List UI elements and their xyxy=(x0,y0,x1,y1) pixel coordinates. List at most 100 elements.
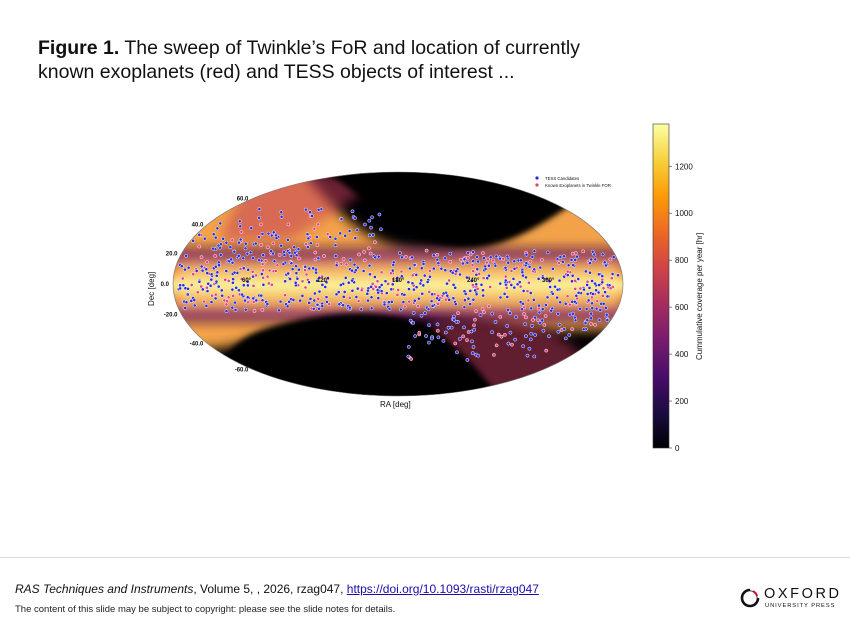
tess-candidate-point xyxy=(532,267,537,272)
ra-tick-labels: 60° 120° 180° 240° 300° xyxy=(242,278,555,284)
dec-tick-label: -40.0 xyxy=(190,341,204,347)
known-exoplanet-point xyxy=(608,286,613,291)
tess-candidate-point xyxy=(544,303,548,307)
tess-candidate-point xyxy=(230,260,235,265)
tess-candidate-point xyxy=(506,308,510,312)
tess-candidate-point xyxy=(473,288,477,293)
dec-tick-label: 40.0 xyxy=(192,223,204,229)
tess-candidate-point xyxy=(587,286,592,290)
tess-candidate-point xyxy=(478,313,483,317)
tess-candidate-point xyxy=(573,318,578,323)
publisher-subtitle: UNIVERSITY PRESS xyxy=(765,603,836,609)
known-exoplanet-point xyxy=(399,269,404,274)
tess-candidate-point xyxy=(178,286,182,291)
tess-candidate-point xyxy=(518,258,523,263)
tess-candidate-point xyxy=(503,278,508,283)
tess-candidate-point xyxy=(224,269,229,273)
y-axis-label: Dec [deg] xyxy=(147,272,156,306)
tess-candidate-point xyxy=(282,250,286,255)
tess-candidate-point xyxy=(395,276,400,280)
tess-candidate-point xyxy=(191,238,195,243)
known-exoplanet-point xyxy=(470,263,475,267)
tess-candidate-point xyxy=(419,313,424,318)
tess-candidate-point xyxy=(446,325,451,330)
known-exoplanet-point xyxy=(600,294,605,298)
tess-candidate-point xyxy=(269,233,274,238)
known-exoplanet-point xyxy=(283,293,287,298)
tess-candidate-point xyxy=(570,279,574,284)
tess-candidate-point xyxy=(245,295,250,300)
tess-candidate-point xyxy=(224,309,229,314)
tess-candidate-point xyxy=(390,282,395,287)
tess-candidate-point xyxy=(254,298,259,303)
tess-candidate-point xyxy=(204,304,209,308)
known-exoplanet-point xyxy=(524,315,528,320)
tess-candidate-point xyxy=(324,295,329,299)
tess-candidate-point xyxy=(278,299,283,304)
tess-candidate-point xyxy=(538,320,542,325)
tess-candidate-point xyxy=(430,304,435,308)
known-exoplanet-point xyxy=(270,282,274,287)
tess-candidate-point xyxy=(359,307,364,312)
known-exoplanet-point xyxy=(386,282,390,286)
legend-label-tess: TESS Candidates xyxy=(545,176,579,181)
tess-candidate-point xyxy=(186,265,191,270)
tess-candidate-point xyxy=(498,256,502,261)
dec-tick-labels: 60.0 40.0 20.0 0.0 -20.0 -40.0 -60.0 xyxy=(161,197,249,374)
tess-candidate-point xyxy=(293,280,298,285)
dec-tick-label: 0.0 xyxy=(161,282,170,288)
tess-candidate-point xyxy=(604,306,608,310)
known-exoplanet-point xyxy=(522,312,526,316)
tess-candidate-point xyxy=(490,330,494,335)
known-exoplanet-point xyxy=(428,269,432,273)
ra-tick-label: 120° xyxy=(317,278,330,284)
tess-candidate-point xyxy=(558,255,563,259)
tess-candidate-point xyxy=(594,288,598,293)
tess-candidate-point xyxy=(557,278,562,283)
tess-candidate-point xyxy=(524,275,528,280)
tess-candidate-point xyxy=(430,292,434,297)
tess-candidate-point xyxy=(213,264,218,269)
tess-candidate-point xyxy=(186,287,190,291)
tess-candidate-point xyxy=(570,299,575,304)
tess-candidate-point xyxy=(316,207,321,212)
known-exoplanet-point xyxy=(180,276,185,281)
tess-candidate-point xyxy=(297,267,301,272)
tess-candidate-point xyxy=(521,289,526,293)
tess-candidate-point xyxy=(611,255,616,259)
known-exoplanet-point xyxy=(274,269,278,273)
known-exoplanet-point xyxy=(503,332,507,337)
colorbar-ticks: 0 200 400 600 800 1000 1200 xyxy=(669,162,693,453)
dec-tick-label: 60.0 xyxy=(237,197,249,203)
known-exoplanet-point xyxy=(213,292,218,297)
tess-candidate-point xyxy=(545,250,550,255)
tess-candidate-point xyxy=(506,341,511,346)
tess-candidate-point xyxy=(211,232,216,237)
known-exoplanet-point xyxy=(189,283,194,287)
tess-candidate-point xyxy=(508,311,512,316)
tess-candidate-point xyxy=(377,212,382,217)
known-exoplanet-point xyxy=(297,256,301,261)
tess-candidate-point xyxy=(251,296,256,301)
tess-candidate-point xyxy=(584,307,589,311)
known-exoplanet-point xyxy=(252,309,257,313)
known-exoplanet-point xyxy=(568,302,572,307)
tess-candidate-point xyxy=(387,307,392,311)
known-exoplanet-point xyxy=(396,288,400,292)
tess-candidate-point xyxy=(584,269,588,274)
tess-candidate-point xyxy=(401,300,406,304)
doi-link[interactable]: https://doi.org/10.1093/rasti/rzag047 xyxy=(346,582,539,596)
tess-candidate-point xyxy=(431,266,436,271)
tess-candidate-point xyxy=(232,270,237,275)
tess-candidate-point xyxy=(549,308,554,313)
tess-candidate-point xyxy=(383,279,388,284)
known-exoplanet-point xyxy=(356,299,361,303)
tess-candidate-point xyxy=(605,318,610,322)
tess-candidate-point xyxy=(445,293,450,298)
known-exoplanet-point xyxy=(391,277,396,282)
tess-candidate-point xyxy=(241,266,246,271)
tess-candidate-point xyxy=(465,275,469,280)
tess-candidate-point xyxy=(462,257,467,262)
known-exoplanet-point xyxy=(608,257,613,262)
tess-candidate-point xyxy=(494,254,499,259)
